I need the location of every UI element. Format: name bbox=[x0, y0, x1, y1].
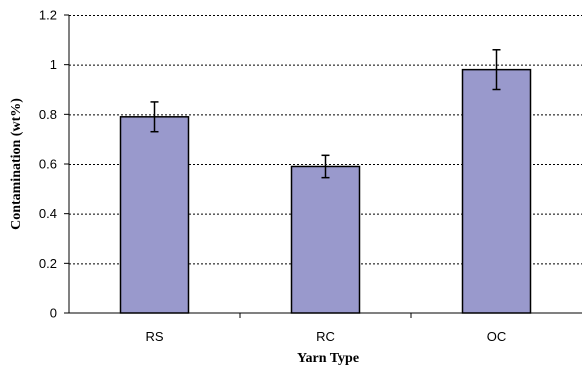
bar-rc bbox=[290, 165, 361, 314]
y-tick-label: 0.6 bbox=[39, 157, 57, 172]
y-tick-labels: 0 0.2 0.4 0.6 0.8 1 1.2 bbox=[39, 8, 57, 321]
bar-rs bbox=[119, 116, 190, 314]
y-tick-label: 1 bbox=[50, 57, 57, 72]
x-tick-label: OC bbox=[487, 329, 507, 344]
axes bbox=[64, 14, 582, 318]
x-axis-title: Yarn Type bbox=[297, 351, 359, 366]
bar-oc bbox=[461, 68, 532, 314]
y-tick-label: 0 bbox=[50, 306, 57, 321]
y-tick-label: 1.2 bbox=[39, 8, 57, 23]
y-tick-label: 0.4 bbox=[39, 206, 57, 221]
bars bbox=[119, 49, 532, 314]
x-tick-labels: RS RC OC bbox=[145, 329, 506, 344]
y-tick-label: 0.8 bbox=[39, 107, 57, 122]
x-tick-label: RC bbox=[316, 329, 335, 344]
y-tick-label: 0.2 bbox=[39, 256, 57, 271]
x-tick-label: RS bbox=[145, 329, 163, 344]
y-axis-title: Contamination (wt%) bbox=[9, 98, 24, 230]
